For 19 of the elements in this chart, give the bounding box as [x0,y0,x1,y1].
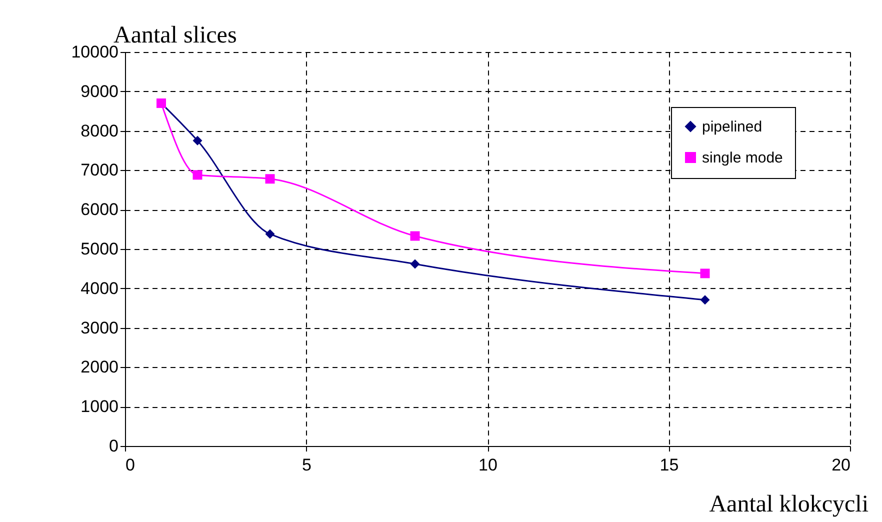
y-tick-label: 3000 [80,318,118,338]
y-tick-label: 1000 [80,397,118,416]
legend-label: single mode [702,150,783,166]
x-tick-label: 5 [302,456,312,474]
y-tick-label: 10000 [71,42,118,62]
x-axis-title: Aantal klokcycli [709,492,869,518]
x-tick-label: 10 [478,456,498,474]
y-tick-label: 4000 [80,278,118,298]
x-tick-label: 15 [660,456,679,474]
legend-label: pipelined [702,118,762,136]
y-tick-label: 9000 [80,82,118,101]
y-tick-label: 6000 [80,200,118,220]
y-tick-label: 7000 [80,160,118,180]
x-tick-label: 0 [126,456,135,474]
x-tick-label: 20 [832,456,850,474]
y-tick-label: 5000 [80,240,118,258]
y-tick-label: 8000 [80,121,118,140]
y-tick-label: 2000 [80,358,118,377]
y-tick-label: 0 [109,436,118,456]
